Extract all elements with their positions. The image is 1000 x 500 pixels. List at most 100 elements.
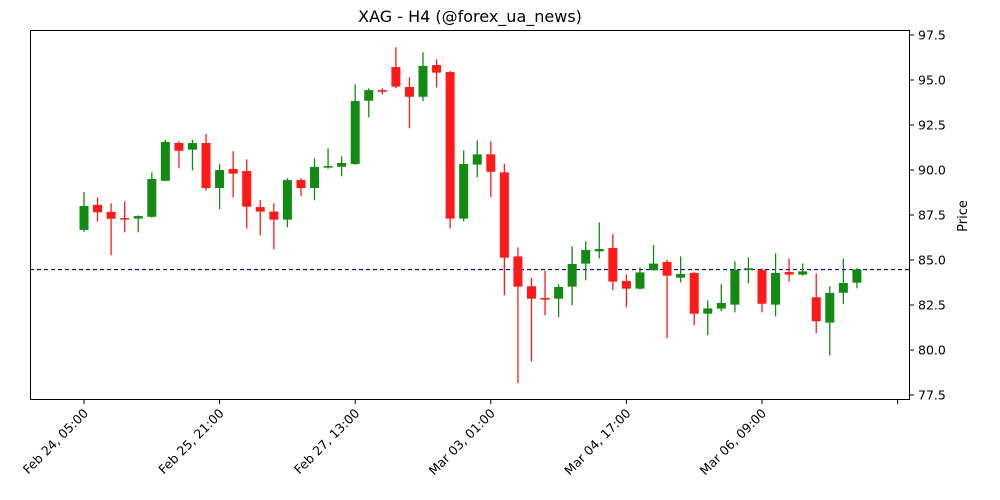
candle-body xyxy=(133,216,143,219)
candle-body xyxy=(716,303,726,309)
candle-up xyxy=(594,222,604,259)
candle-up xyxy=(160,139,170,181)
candle-down xyxy=(499,163,509,296)
y-axis-label: Price xyxy=(956,200,971,232)
candle-body xyxy=(771,272,781,305)
candle-up xyxy=(187,139,197,171)
candle-down xyxy=(296,178,306,197)
candle-down xyxy=(242,159,252,229)
candle-body xyxy=(323,166,333,168)
candle-body xyxy=(391,67,401,87)
y-tick-label: 82.5 xyxy=(918,298,946,313)
candle-down xyxy=(526,277,536,362)
candle-body xyxy=(296,180,306,188)
candle-body xyxy=(269,211,279,220)
candle-body xyxy=(160,141,170,181)
y-tick-label: 85.0 xyxy=(918,253,946,268)
candle-up xyxy=(459,150,469,222)
candle-up xyxy=(337,156,347,177)
candle-up xyxy=(418,52,428,102)
candle-down xyxy=(377,88,387,95)
candle-up xyxy=(743,257,753,284)
candle-down xyxy=(662,259,672,339)
candle-body xyxy=(540,297,550,300)
candle-up xyxy=(649,245,659,271)
y-tick-label: 95.0 xyxy=(918,73,946,88)
candle-up xyxy=(147,172,157,218)
candle-up xyxy=(771,253,781,317)
candle-up xyxy=(554,284,564,318)
candle-up xyxy=(215,164,225,210)
candle-up xyxy=(350,84,360,165)
x-tick-label: Feb 25, 21:00 xyxy=(155,405,226,476)
candle-body xyxy=(79,206,89,230)
candle-up xyxy=(852,268,862,289)
candle-body xyxy=(187,143,197,150)
candle-down xyxy=(174,141,184,169)
candle-body xyxy=(242,171,252,207)
candle-down xyxy=(757,268,767,313)
candle-down xyxy=(811,273,821,334)
candle-body xyxy=(838,283,848,293)
candle-body xyxy=(499,172,509,258)
y-tick-label: 77.5 xyxy=(918,388,946,403)
candle-down xyxy=(486,141,496,197)
candle-body xyxy=(432,65,442,73)
candle-down xyxy=(269,203,279,250)
candle-body xyxy=(472,154,482,165)
candle-down xyxy=(621,274,631,308)
candle-body xyxy=(120,218,130,220)
candle-body xyxy=(554,287,564,299)
candle-body xyxy=(743,268,753,270)
candle-down xyxy=(445,71,455,229)
candle-down xyxy=(106,203,116,256)
candle-up xyxy=(676,256,686,283)
x-tick-label: Feb 27, 13:00 xyxy=(291,405,362,476)
y-tick-label: 87.5 xyxy=(918,208,946,223)
candle-down xyxy=(120,201,130,233)
candle-up xyxy=(323,148,333,169)
candle-body xyxy=(364,90,374,101)
candle-down xyxy=(540,270,550,316)
candle-body xyxy=(581,249,591,264)
candle-body xyxy=(689,272,699,314)
candle-body xyxy=(825,292,835,323)
candle-body xyxy=(784,272,794,275)
candle-body xyxy=(255,207,265,212)
candle-body xyxy=(703,308,713,314)
candle-down xyxy=(784,258,794,282)
candle-body xyxy=(215,170,225,188)
candle-down xyxy=(513,247,523,384)
candle-body xyxy=(93,204,103,213)
y-tick-label: 97.5 xyxy=(918,28,946,43)
candle-body xyxy=(377,90,387,92)
x-tick-label: Feb 24, 05:00 xyxy=(20,405,91,476)
candle-down xyxy=(201,134,211,191)
candle-body xyxy=(174,143,184,151)
x-tick-label: Mar 03, 01:00 xyxy=(425,405,497,477)
candle-body xyxy=(526,286,536,299)
candle-body xyxy=(730,269,740,305)
candle-body xyxy=(228,168,238,174)
candle-down xyxy=(93,197,103,222)
candle-body xyxy=(594,249,604,252)
candle-up xyxy=(282,178,292,228)
candle-body xyxy=(445,72,455,219)
plot-frame xyxy=(30,30,910,400)
candle-down xyxy=(404,77,414,129)
candle-down xyxy=(432,59,442,88)
candle-body xyxy=(676,274,686,278)
candle-body xyxy=(635,272,645,289)
candle-down xyxy=(255,200,265,236)
candle-body xyxy=(310,166,320,188)
candle-up xyxy=(838,258,848,304)
candle-body xyxy=(486,154,496,172)
candle-up xyxy=(730,261,740,313)
candle-up xyxy=(310,158,320,201)
candle-body xyxy=(337,162,347,167)
candle-up xyxy=(79,191,89,232)
candle-body xyxy=(567,263,577,287)
candle-body xyxy=(404,87,414,97)
